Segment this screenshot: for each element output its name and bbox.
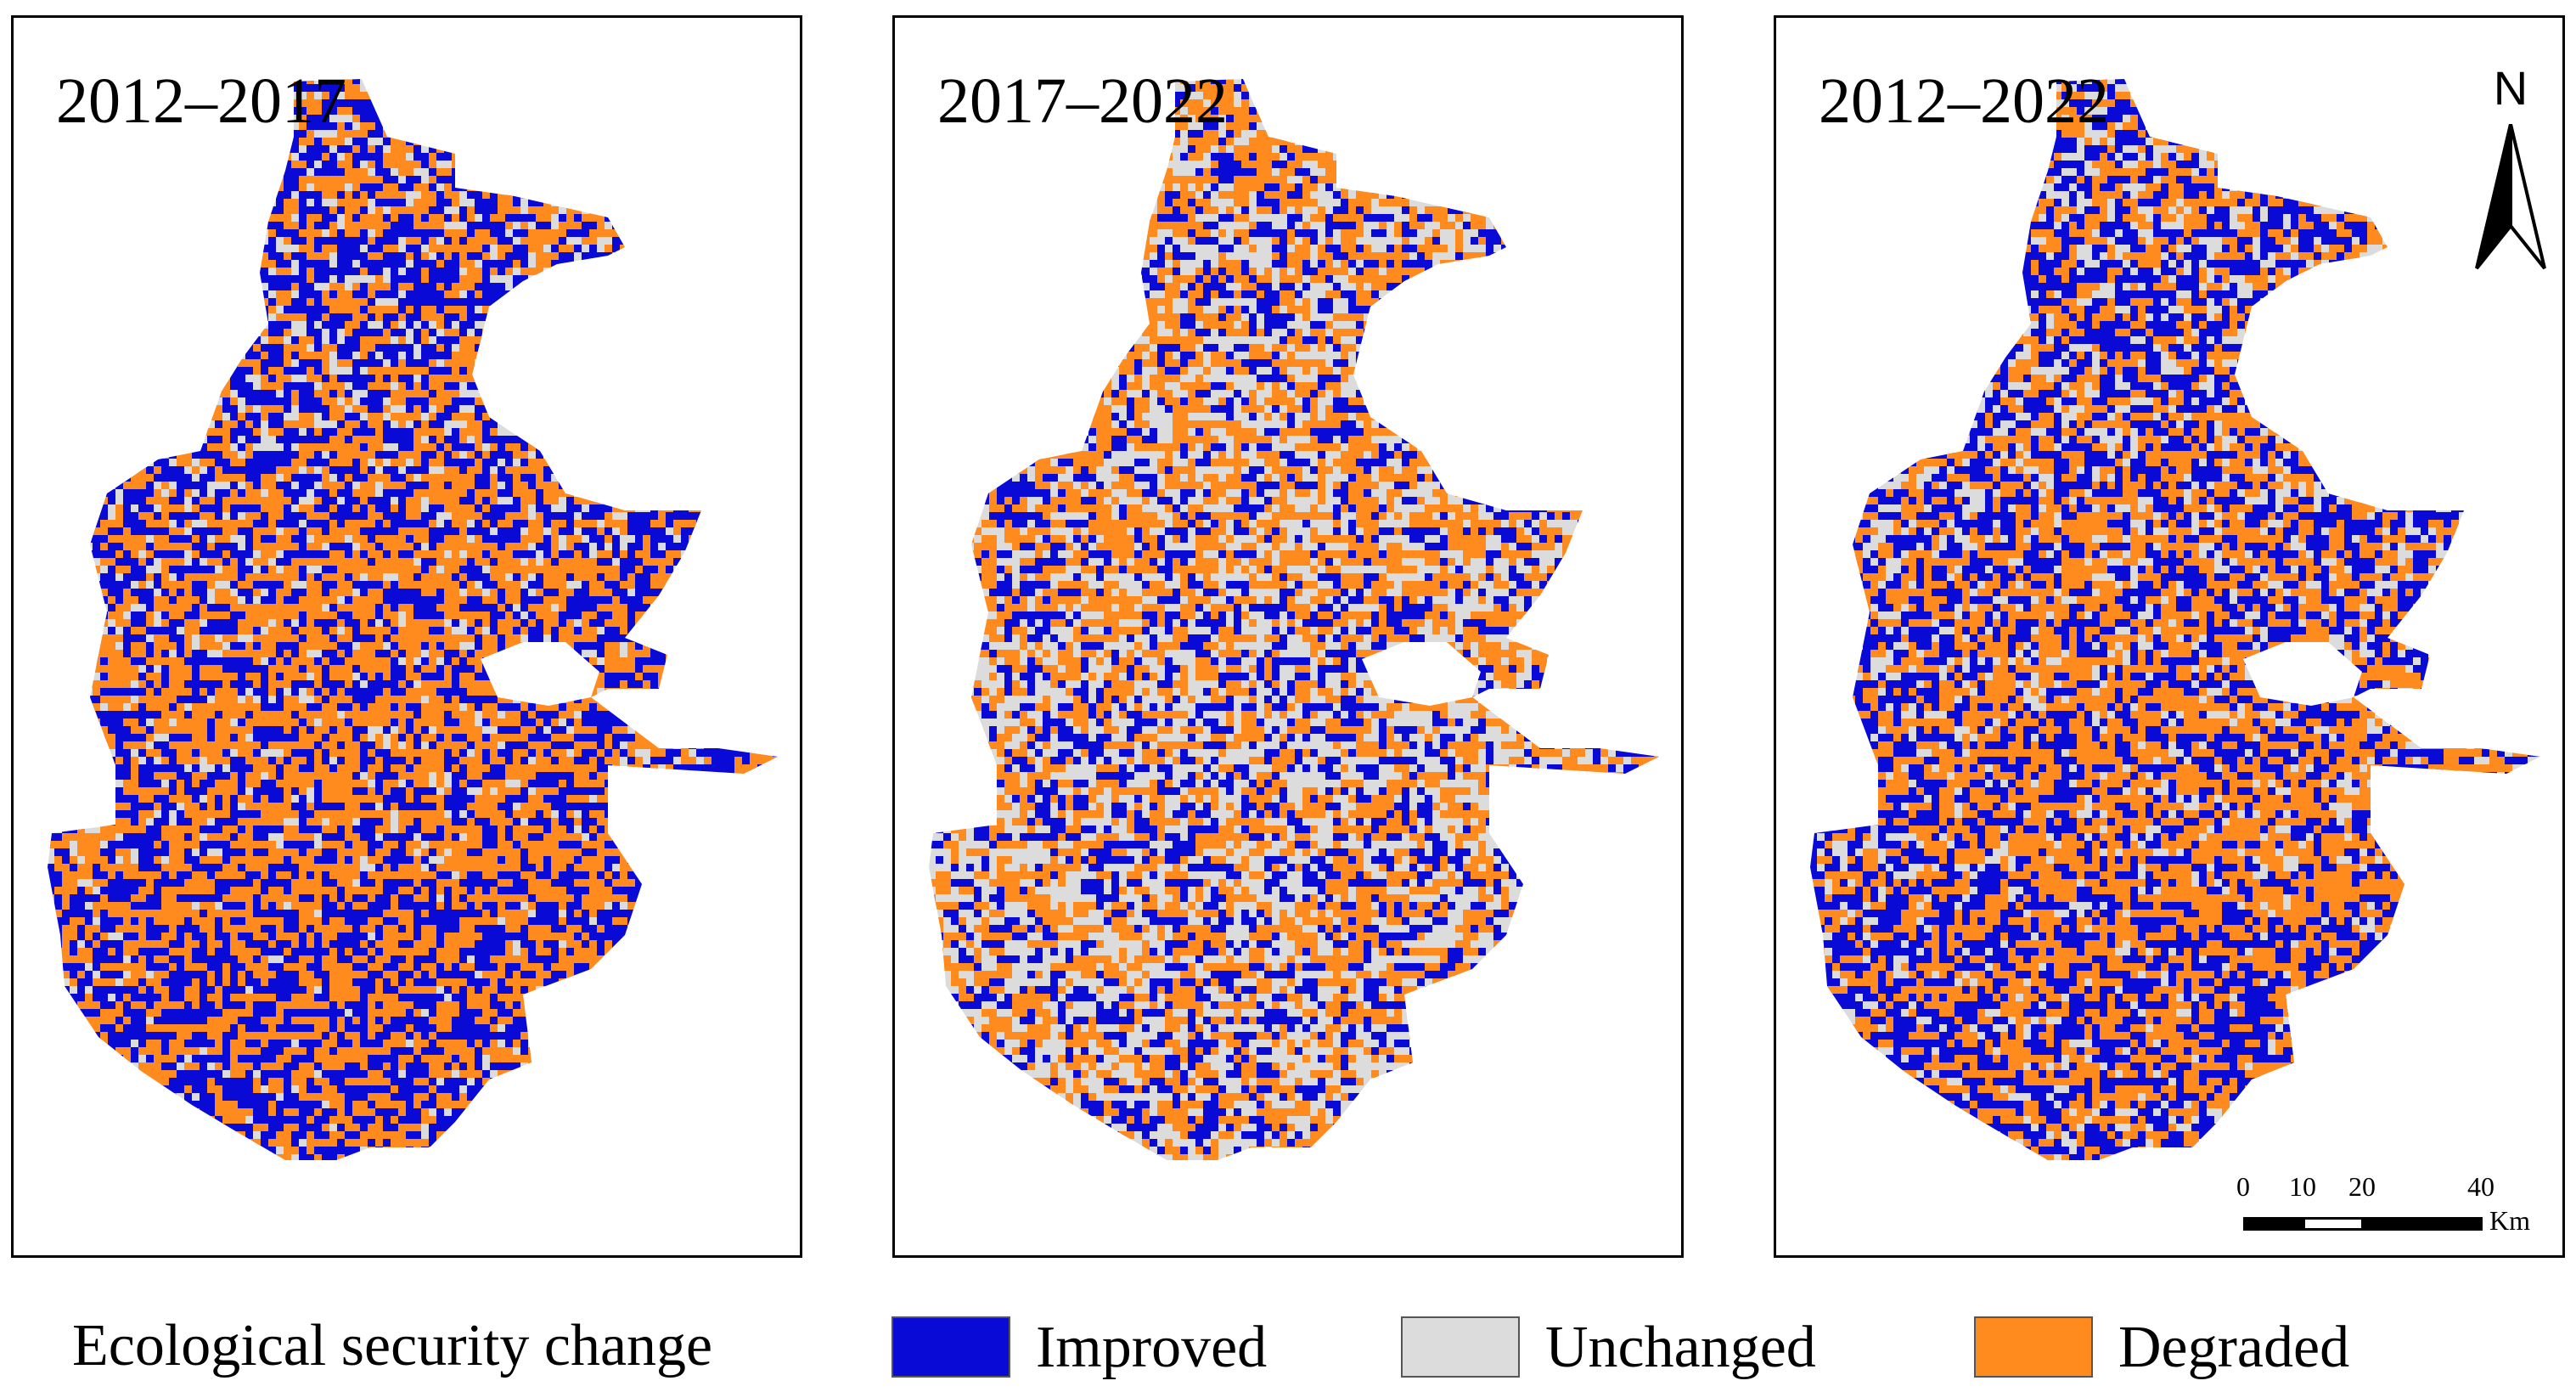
scale-segment xyxy=(2243,1217,2304,1231)
legend-swatch xyxy=(1974,1316,2093,1378)
degraded-patches xyxy=(929,79,1659,1160)
water-body xyxy=(2243,642,2362,706)
map-panel-2017-2022: 2017–2022 xyxy=(892,15,1684,1258)
scale-unit: Km xyxy=(2489,1205,2530,1236)
legend-label: Unchanged xyxy=(1545,1315,1816,1380)
scale-tick: 0 xyxy=(2236,1171,2250,1202)
scale-segment xyxy=(2303,1217,2364,1231)
scale-bar: 0 10 20 40 Km xyxy=(2235,1173,2557,1249)
north-arrow: N xyxy=(2460,65,2562,277)
legend-label: Improved xyxy=(1036,1315,1268,1380)
period-label: 2012–2022 xyxy=(1819,65,2109,137)
legend-swatch xyxy=(1401,1316,1520,1378)
period-label: 2012–2017 xyxy=(56,65,346,137)
period-label: 2017–2022 xyxy=(937,65,1228,137)
region-map xyxy=(1810,79,2540,1160)
scale-tick: 20 xyxy=(2348,1171,2376,1202)
improved-patches xyxy=(929,79,1659,1160)
scale-segment xyxy=(2362,1217,2483,1231)
scale-tick: 40 xyxy=(2467,1171,2494,1202)
map-panel-2012-2017: 2012–2017 xyxy=(11,15,802,1258)
map-panel-2012-2022: 2012–2022 N 0 10 20 40 Km xyxy=(1774,15,2565,1258)
region-map xyxy=(929,79,1659,1160)
scale-tick: 10 xyxy=(2289,1171,2316,1202)
legend-label: Degraded xyxy=(2118,1315,2350,1380)
north-label: N xyxy=(2493,61,2528,115)
water-body xyxy=(481,642,599,706)
legend-title: Ecological security change xyxy=(72,1313,713,1378)
water-body xyxy=(1362,642,1481,706)
legend-swatch xyxy=(891,1316,1010,1378)
north-arrow-icon xyxy=(2475,124,2546,270)
region-map xyxy=(48,79,778,1160)
legend: Ecological security change Improved Unch… xyxy=(0,1291,2576,1384)
